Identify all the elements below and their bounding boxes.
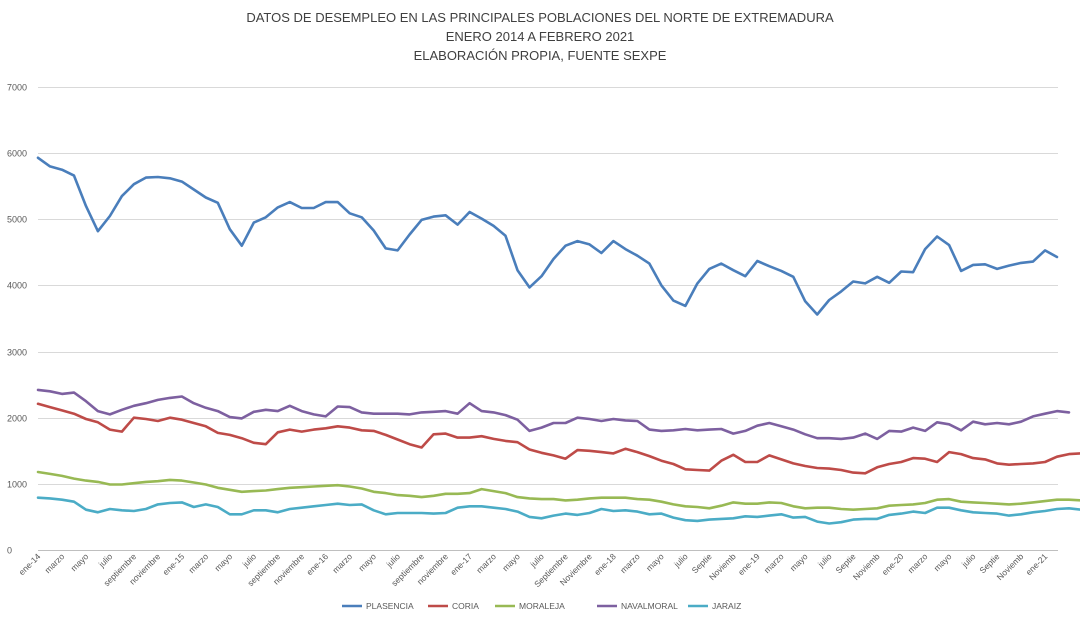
x-tick-label: marzo <box>762 551 786 575</box>
x-tick-label: Noviemb <box>851 551 882 582</box>
series-line-jaraiz <box>36 496 1080 525</box>
x-tick-label: Noviemb <box>707 551 738 582</box>
x-tick-label: julio <box>240 551 259 570</box>
legend-label: PLASENCIA <box>366 601 414 611</box>
x-tick-label: ene-15 <box>160 551 186 577</box>
x-tick-label: marzo <box>330 551 354 575</box>
y-tick-label: 0 <box>7 546 12 556</box>
x-tick-label: marzo <box>906 551 930 575</box>
x-tick-label: mayo <box>644 551 666 573</box>
x-tick-label: marzo <box>186 551 210 575</box>
x-tick-label: ene-16 <box>304 551 330 577</box>
series-line-navalmoral <box>36 388 1071 441</box>
x-tick-label: Noviemb <box>995 551 1026 582</box>
x-tick-label: marzo <box>43 551 67 575</box>
x-tick-label: mayo <box>212 551 234 573</box>
x-tick-label: marzo <box>474 551 498 575</box>
x-tick-label: julio <box>527 551 546 570</box>
y-axis-ticks: 0 1000 2000 3000 4000 5000 6000 7000 <box>7 83 27 556</box>
legend-label: JARAIZ <box>712 601 741 611</box>
x-tick-label: mayo <box>788 551 810 573</box>
legend-label: MORALEJA <box>519 601 565 611</box>
y-tick-label: 7000 <box>7 83 27 93</box>
x-axis-ticks: ene-14 marzo mayo julioseptiembrenoviembree… <box>17 551 1050 589</box>
x-tick-label: julio <box>96 551 115 570</box>
chart-title: DATOS DE DESEMPLEO EN LAS PRINCIPALES PO… <box>246 10 834 63</box>
x-tick-label: julio <box>384 551 403 570</box>
x-tick-label: mayo <box>356 551 378 573</box>
x-tick-label: mayo <box>69 551 91 573</box>
x-tick-label: marzo <box>618 551 642 575</box>
x-tick-label: julio <box>815 551 834 570</box>
series-lines <box>36 156 1080 525</box>
legend-label: NAVALMORAL <box>621 601 678 611</box>
y-tick-label: 2000 <box>7 414 27 424</box>
y-tick-label: 3000 <box>7 348 27 358</box>
x-tick-label: ene-19 <box>736 551 762 577</box>
y-tick-label: 6000 <box>7 149 27 159</box>
x-tick-label: julio <box>671 551 690 570</box>
y-tick-label: 5000 <box>7 215 27 225</box>
x-tick-label: mayo <box>500 551 522 573</box>
x-tick-label: ene-17 <box>448 551 474 577</box>
legend: PLASENCIA CORIA MORALEJA NAVALMORAL JARAIZ <box>342 601 741 611</box>
series-line-moraleja <box>36 470 1080 512</box>
chart-title-line-1: DATOS DE DESEMPLEO EN LAS PRINCIPALES PO… <box>246 10 834 25</box>
x-tick-label: mayo <box>932 551 954 573</box>
x-tick-label: ene-14 <box>17 551 43 577</box>
series-line-coria <box>36 402 1080 475</box>
x-tick-label: ene-21 <box>1024 551 1050 577</box>
x-tick-label: ene-20 <box>880 551 906 577</box>
series-line-plasencia <box>36 156 1059 316</box>
x-tick-label: ene-18 <box>592 551 618 577</box>
chart-title-line-2: ENERO 2014 A FEBRERO 2021 <box>446 29 635 44</box>
x-tick-label: julio <box>959 551 978 570</box>
y-tick-label: 1000 <box>7 480 27 490</box>
legend-label: CORIA <box>452 601 479 611</box>
y-tick-label: 4000 <box>7 281 27 291</box>
chart-title-line-3: ELABORACIÓN PROPIA, FUENTE SEXPE <box>414 48 667 63</box>
